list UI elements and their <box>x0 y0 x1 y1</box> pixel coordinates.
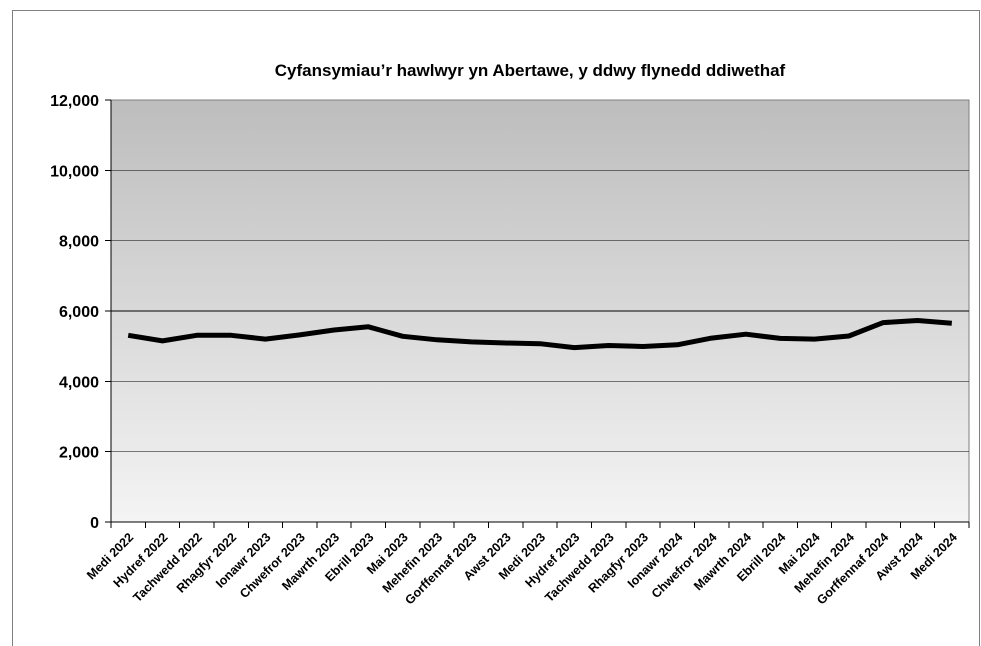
x-tick-label: Rhagfyr 2023 <box>586 530 651 595</box>
y-axis: 0 2,000 4,000 6,000 8,000 10,000 12,000 <box>50 93 112 532</box>
x-tick-label: Mehefin 2024 <box>792 530 857 595</box>
x-tick-label: Rhagfyr 2022 <box>174 530 239 595</box>
y-tick-label: 10,000 <box>50 163 99 180</box>
series-layer <box>127 318 953 351</box>
x-tick-label: Mehefin 2023 <box>380 530 445 595</box>
y-tick-label: 12,000 <box>50 93 99 110</box>
chart-frame <box>12 10 980 646</box>
chart-title: Cyfansymiau’r hawlwyr yn Abertawe, y ddw… <box>275 61 786 80</box>
y-tick-label: 4,000 <box>59 374 99 391</box>
y-tick-label: 0 <box>90 515 99 532</box>
y-tick-label: 2,000 <box>59 445 99 462</box>
y-tick-label: 6,000 <box>59 304 99 321</box>
gridlines <box>111 169 969 453</box>
y-tick-label: 8,000 <box>59 234 99 251</box>
series-line <box>127 318 953 351</box>
